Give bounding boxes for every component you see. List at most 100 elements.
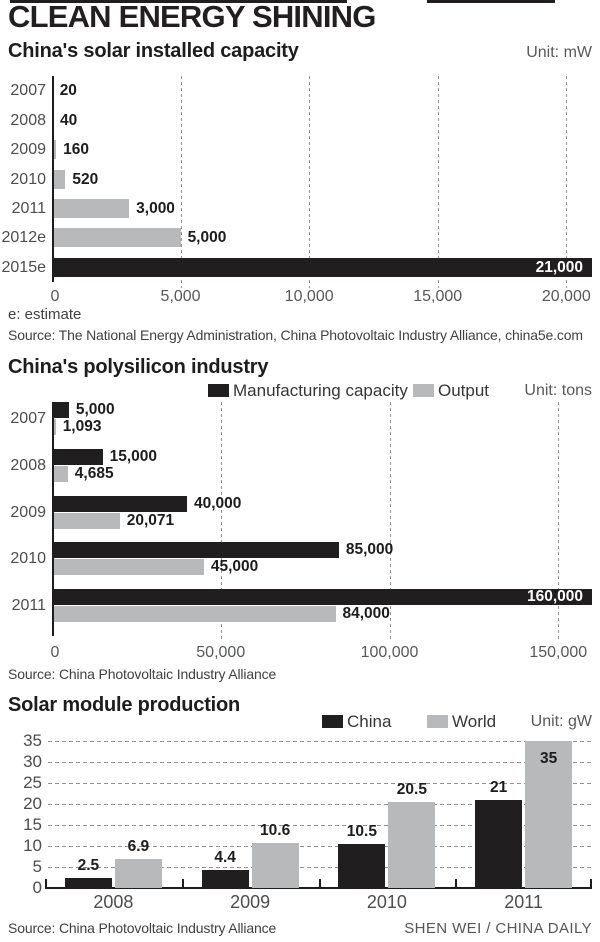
chart2-title: China's polysilicon industry bbox=[8, 356, 269, 378]
china-bar-2009 bbox=[201, 869, 249, 888]
capacity-bar-2010 bbox=[52, 169, 66, 189]
chart3-unit: Unit: gW bbox=[530, 713, 592, 730]
bar-value-label: 21,000 bbox=[535, 258, 583, 276]
gridline bbox=[558, 402, 560, 642]
bar-value-label: 45,000 bbox=[210, 558, 259, 576]
bar-value-label: 85,000 bbox=[345, 541, 394, 559]
chart1-footnote: e: estimate bbox=[8, 306, 82, 323]
y-axis-tick-label: 20 bbox=[23, 794, 42, 813]
chart1-plot-area: 2007 20 2008 40 2009 160 2010 520 2011 3,000 2012e… bbox=[2, 76, 592, 288]
year-label: 2009 bbox=[10, 503, 46, 521]
category-label: 2008 bbox=[93, 892, 134, 912]
world-bar-2008 bbox=[114, 859, 162, 888]
world-bar-2011 bbox=[525, 741, 573, 888]
axis-tick bbox=[590, 879, 592, 887]
bar-value-label: 10.5 bbox=[346, 822, 377, 840]
gridline bbox=[48, 825, 592, 826]
x-axis-tick-label: 0 bbox=[50, 288, 60, 305]
world-bar-2010 bbox=[388, 801, 436, 888]
y-axis-tick-label: 30 bbox=[23, 752, 42, 771]
capacity-bar-2009 bbox=[52, 495, 187, 512]
output-bar-2008 bbox=[52, 465, 68, 482]
year-label: 2010 bbox=[10, 550, 46, 568]
output-bar-2010 bbox=[52, 559, 204, 576]
x-axis-line bbox=[45, 887, 592, 889]
bar-value-label: 5,000 bbox=[75, 401, 115, 418]
chart2-source: Source: China Photovoltaic Industry Alli… bbox=[8, 666, 277, 682]
x-axis-tick-label: 10,000 bbox=[284, 288, 334, 305]
legend-label-world: World bbox=[452, 712, 497, 731]
chart2-unit: Unit: tons bbox=[524, 382, 592, 399]
gridline bbox=[48, 804, 592, 805]
capacity-bar-2011 bbox=[52, 198, 130, 218]
bar-value-label: 40,000 bbox=[194, 494, 242, 512]
bar-value-label: 21 bbox=[490, 778, 508, 796]
y-axis-line bbox=[52, 402, 54, 636]
gridline bbox=[180, 76, 182, 288]
year-label: 2011 bbox=[11, 199, 46, 217]
x-axis-tick-label: 50,000 bbox=[196, 644, 246, 661]
gridline bbox=[220, 402, 222, 642]
axis-tick bbox=[455, 879, 458, 887]
gridline bbox=[389, 402, 391, 642]
category-label: 2010 bbox=[366, 892, 407, 912]
bar-value-label: 4.4 bbox=[214, 848, 236, 866]
byline-credit: SHEN WEI / CHINA DAILY bbox=[404, 920, 592, 937]
chart3-title: Solar module production bbox=[8, 694, 241, 716]
bar-value-label: 160,000 bbox=[526, 588, 583, 606]
legend-label-output: Output bbox=[438, 381, 490, 400]
chart1-title: China's solar installed capacity bbox=[8, 40, 299, 62]
bar-value-label: 3,000 bbox=[136, 199, 175, 217]
gridline bbox=[48, 783, 592, 784]
y-axis-tick-label: 5 bbox=[32, 857, 42, 876]
year-label: 2015e bbox=[1, 258, 47, 276]
gridline bbox=[48, 741, 592, 742]
bar-value-label: 160 bbox=[63, 141, 89, 159]
legend-swatch-china bbox=[322, 715, 343, 728]
legend-swatch-capacity bbox=[208, 384, 229, 397]
gridline bbox=[48, 762, 592, 763]
cropped-element-artifact bbox=[10, 0, 347, 3]
chart3-plot-area: 2.5 6.9 4.4 10.6 10.5 20.5 21 35 bbox=[45, 741, 592, 889]
output-bar-2009 bbox=[52, 512, 120, 529]
capacity-bar-2009 bbox=[52, 140, 57, 160]
bar-value-label: 35 bbox=[540, 750, 558, 767]
capacity-bar-2008 bbox=[52, 448, 103, 465]
cropped-element-artifact bbox=[427, 0, 555, 3]
x-axis-tick-label: 0 bbox=[50, 644, 60, 661]
year-label: 2008 bbox=[10, 456, 46, 474]
axis-tick bbox=[181, 879, 184, 887]
chart3-legend: China World Unit: gW bbox=[0, 712, 600, 732]
gridline bbox=[309, 76, 311, 288]
x-axis-tick-label: 20,000 bbox=[541, 288, 591, 305]
x-axis-tick-label: 5,000 bbox=[160, 288, 201, 305]
legend-label-capacity: Manufacturing capacity bbox=[233, 381, 408, 400]
bar-value-label: 20,071 bbox=[126, 511, 175, 529]
x-axis-tick-label: 100,000 bbox=[360, 644, 419, 661]
year-label: 2009 bbox=[10, 141, 46, 159]
capacity-bar-2011 bbox=[52, 589, 592, 606]
china-bar-2010 bbox=[338, 843, 386, 888]
gridline bbox=[437, 76, 439, 288]
bar-value-label: 6.9 bbox=[127, 838, 150, 856]
y-axis-line bbox=[52, 76, 54, 282]
bar-value-label: 4,685 bbox=[74, 464, 114, 482]
chart1-source: Source: The National Energy Administrati… bbox=[8, 327, 583, 343]
legend-swatch-output bbox=[413, 384, 434, 397]
axis-tick bbox=[45, 879, 47, 887]
category-label: 2009 bbox=[230, 892, 271, 912]
bar-value-label: 2.5 bbox=[77, 856, 100, 874]
category-label: 2011 bbox=[504, 892, 543, 912]
bar-value-label: 1,093 bbox=[62, 418, 102, 435]
x-axis-tick-label: 150,000 bbox=[529, 644, 588, 661]
legend-swatch-world bbox=[427, 715, 448, 728]
y-axis-tick-label: 25 bbox=[23, 773, 42, 792]
capacity-bar-2010 bbox=[52, 542, 339, 559]
chart1-unit: Unit: mW bbox=[526, 44, 592, 61]
bar-value-label: 20 bbox=[59, 82, 77, 100]
bar-value-label: 15,000 bbox=[109, 447, 158, 465]
bar-value-label: 20.5 bbox=[396, 780, 427, 798]
year-label: 2010 bbox=[10, 170, 46, 188]
legend-label-china: China bbox=[347, 712, 392, 731]
